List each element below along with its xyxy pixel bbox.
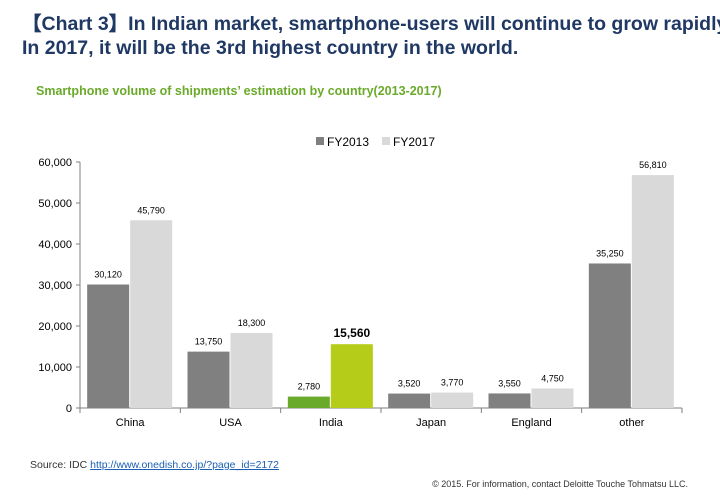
headline-line-2: In 2017, it will be the 3rd highest coun… — [22, 37, 519, 59]
category-label: Japan — [416, 417, 446, 429]
legend-label-fy2017: FY2017 — [393, 135, 435, 149]
bar-fy2017 — [130, 220, 173, 408]
bar-fy2013 — [187, 351, 230, 408]
data-label: 3,770 — [441, 378, 464, 388]
category-label: India — [319, 417, 344, 429]
chart-title: Smartphone volume of shipments’ estimati… — [36, 84, 442, 98]
y-tick-label: 50,000 — [38, 198, 72, 210]
data-label: 45,790 — [137, 205, 165, 215]
bar-fy2013 — [488, 393, 531, 408]
bar-fy2013 — [87, 284, 130, 408]
bar-fy2013 — [588, 263, 631, 408]
source-label: Source: IDC — [30, 459, 88, 471]
category-label: England — [511, 417, 551, 429]
y-tick-label: 0 — [66, 403, 72, 415]
legend-swatch-fy2017 — [382, 137, 390, 145]
bar-fy2017 — [330, 344, 373, 408]
data-label: 56,810 — [639, 160, 667, 170]
y-tick-label: 60,000 — [38, 157, 72, 169]
category-label: other — [619, 417, 644, 429]
category-label: China — [116, 417, 146, 429]
data-label: 3,550 — [498, 378, 521, 388]
bar-fy2013 — [388, 393, 431, 408]
data-label: 2,780 — [298, 382, 321, 392]
data-label: 35,250 — [596, 248, 624, 258]
data-label: 18,300 — [238, 318, 266, 328]
y-tick-label: 20,000 — [38, 321, 72, 333]
headline: 【Chart 3】In Indian market, smartphone-us… — [22, 12, 720, 60]
bar-fy2017 — [531, 388, 574, 408]
y-tick-label: 30,000 — [38, 280, 72, 292]
data-label: 15,560 — [333, 326, 370, 340]
bar-fy2017 — [631, 175, 674, 408]
headline-line-1: 【Chart 3】In Indian market, smartphone-us… — [22, 13, 720, 35]
legend-label-fy2013: FY2013 — [327, 135, 369, 149]
source-link[interactable]: http://www.onedish.co.jp/?page_id=2172 — [90, 459, 279, 471]
data-label: 13,750 — [195, 337, 223, 347]
y-tick-label: 10,000 — [38, 362, 72, 374]
bar-fy2017 — [230, 332, 273, 408]
copyright-notice: © 2015. For information, contact Deloitt… — [432, 479, 688, 489]
source-note: Source: IDC http://www.onedish.co.jp/?pa… — [30, 459, 279, 471]
legend-swatch-fy2013 — [316, 137, 324, 145]
y-tick-label: 40,000 — [38, 239, 72, 251]
bar-fy2013 — [287, 396, 330, 408]
data-label: 3,520 — [398, 379, 421, 389]
bar-fy2017 — [431, 392, 474, 408]
data-label: 30,120 — [94, 270, 122, 280]
data-label: 4,750 — [541, 374, 564, 384]
category-label: USA — [219, 417, 242, 429]
